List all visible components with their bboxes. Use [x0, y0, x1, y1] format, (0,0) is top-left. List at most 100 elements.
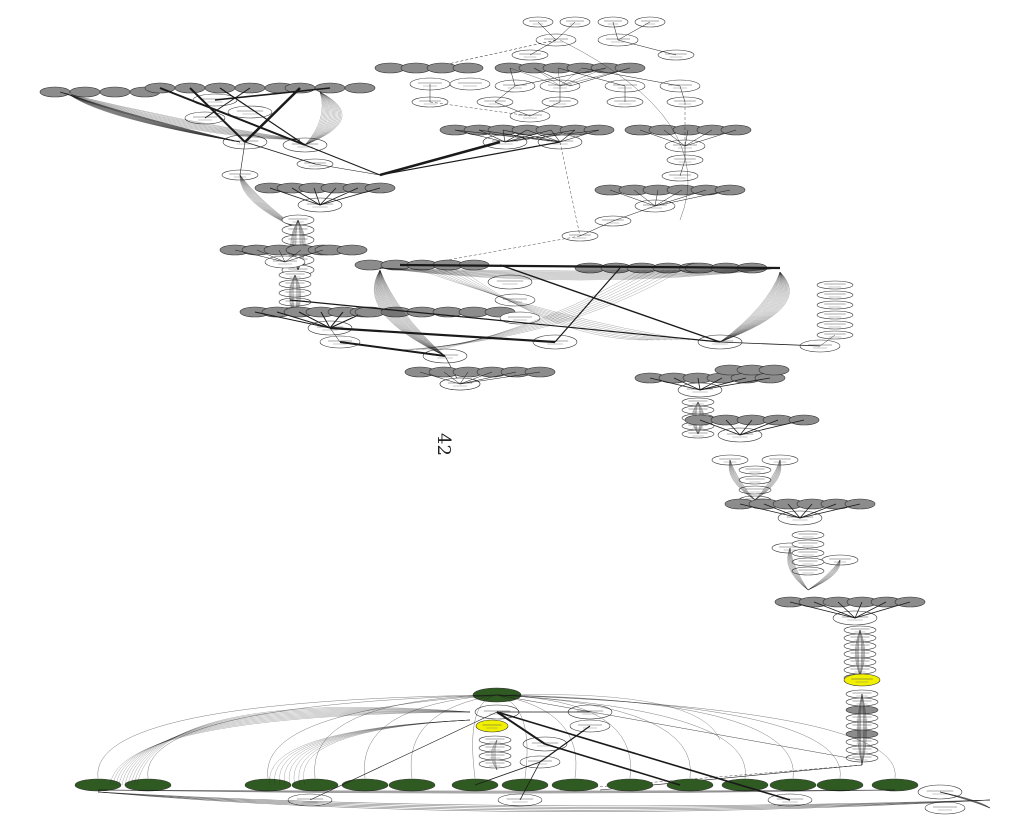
graph-edge: [379, 267, 781, 273]
graph-edge: [244, 87, 301, 143]
graph-edge: [819, 334, 836, 347]
graph-edge: [754, 459, 781, 501]
graph-edge: [59, 91, 301, 141]
graph-edge: [379, 269, 446, 357]
graph-edge: [379, 267, 781, 279]
graph-edge: [256, 249, 286, 263]
graph-edge: [133, 708, 471, 786]
graph-edge: [557, 67, 561, 87]
graph-edge: [861, 693, 865, 766]
graph-edge: [544, 743, 681, 786]
graph-edge: [459, 371, 469, 385]
graph-edge: [478, 129, 506, 143]
graph-edge: [97, 791, 991, 808]
graph-edge: [429, 101, 531, 117]
graph-node: [426, 62, 458, 74]
graph-edge: [789, 547, 809, 591]
graph-edge: [219, 87, 306, 146]
graph-edge: [719, 271, 789, 343]
graph-edge: [431, 269, 679, 341]
graph-edge: [684, 129, 737, 147]
graph-node: [791, 566, 825, 576]
graph-edge: [729, 459, 756, 501]
graph-node: [816, 290, 854, 300]
graph-edge: [276, 311, 331, 329]
graph-node: [816, 320, 854, 330]
graph-edge: [494, 101, 531, 117]
graph-edge: [379, 269, 446, 357]
graph-edge: [254, 311, 331, 329]
graph-edge: [617, 21, 651, 41]
graph-edge: [472, 694, 498, 779]
graph-edge: [239, 174, 301, 231]
graph-edge: [739, 419, 753, 436]
graph-edge: [859, 629, 865, 677]
graph-edge: [329, 311, 344, 329]
graph-edge: [267, 694, 498, 779]
graph-edge: [419, 371, 461, 385]
graph-edge: [649, 377, 701, 391]
graph-edge: [496, 694, 896, 779]
graph-edge: [719, 271, 781, 343]
graph-node: [843, 657, 877, 667]
graph-edge: [739, 419, 805, 436]
graph-edge: [719, 271, 783, 343]
graph-edge: [789, 547, 809, 591]
graph-node: [843, 665, 877, 675]
graph-node: [244, 778, 292, 792]
graph-edge: [789, 547, 809, 591]
graph-edge: [379, 267, 781, 277]
graph-edge: [502, 129, 506, 143]
graph-edge: [537, 21, 557, 41]
graph-edge: [663, 129, 686, 147]
graph-node: [494, 293, 536, 307]
graph-node: [845, 737, 879, 747]
graph-edge: [495, 739, 498, 771]
graph-edge: [559, 67, 583, 87]
graph-edge: [854, 601, 887, 619]
graph-node: [843, 649, 877, 659]
graph-edge: [719, 271, 788, 343]
graph-edge: [729, 459, 756, 501]
graph-edge: [379, 269, 446, 357]
graph-node: [341, 778, 389, 792]
graph-node: [924, 801, 966, 815]
graph-node: [478, 751, 512, 761]
graph-edge: [474, 761, 541, 786]
graph-node: [606, 778, 654, 792]
graph-edge: [729, 459, 756, 501]
graph-edge: [789, 547, 809, 591]
graph-edge: [403, 269, 677, 351]
graph-edge: [550, 129, 561, 143]
graph-edge: [654, 189, 683, 207]
graph-edge: [684, 129, 713, 147]
graph-edge: [739, 419, 779, 436]
graph-edge: [861, 693, 865, 766]
graph-edge: [379, 269, 446, 357]
graph-edge: [529, 101, 561, 117]
graph-edge: [754, 459, 781, 501]
graph-node: [845, 705, 879, 715]
graph-edge: [379, 269, 446, 357]
graph-edge: [496, 694, 861, 761]
graph-edge: [97, 789, 896, 794]
graph-edge: [329, 327, 341, 343]
graph-edge: [509, 67, 561, 87]
graph-edge: [754, 459, 781, 501]
graph-edge: [807, 559, 841, 591]
graph-edge: [719, 271, 784, 343]
graph-edge: [719, 271, 781, 343]
graph-edge: [729, 459, 756, 501]
graph-edge: [496, 711, 546, 745]
graph-edge: [719, 341, 821, 347]
graph-edge: [854, 601, 863, 619]
graph-edge: [204, 87, 251, 119]
graph-edge: [861, 693, 867, 766]
graph-node: [574, 262, 606, 274]
graph-edge: [859, 693, 863, 766]
graph-node: [39, 86, 71, 98]
graph-edge: [502, 129, 561, 143]
graph-edge: [459, 371, 541, 385]
graph-edge: [379, 269, 446, 357]
graph-node: [843, 673, 881, 687]
